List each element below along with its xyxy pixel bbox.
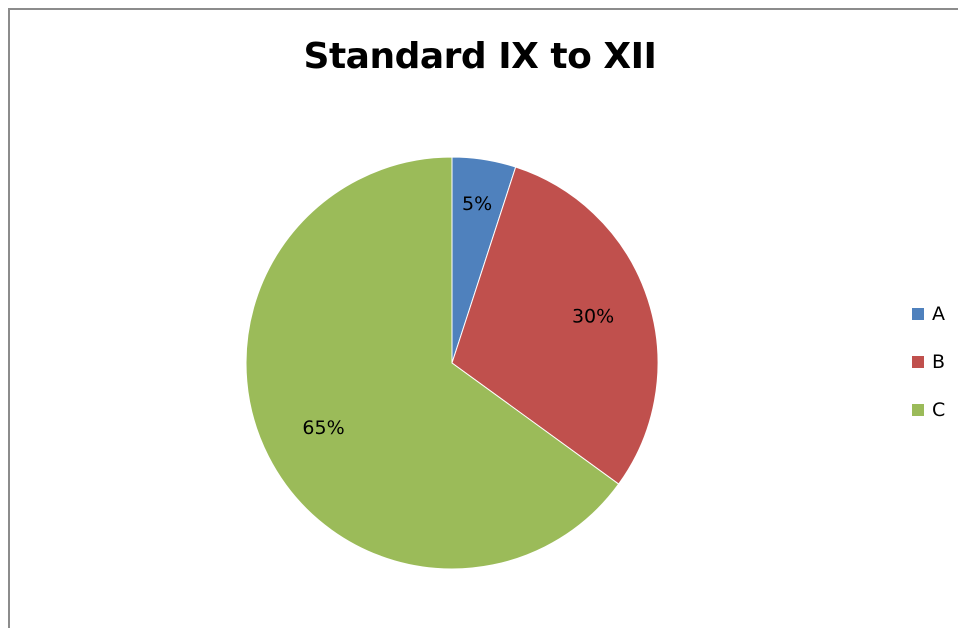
legend-swatch-b xyxy=(912,356,924,368)
data-label-a: 5% xyxy=(462,193,492,215)
legend-label-b: B xyxy=(932,351,945,373)
legend-label-c: C xyxy=(932,399,945,421)
legend: A B C xyxy=(912,302,956,446)
data-label-c: 65% xyxy=(302,417,344,439)
pie-slices xyxy=(246,157,658,569)
legend-swatch-a xyxy=(912,308,924,320)
data-label-b: 30% xyxy=(572,306,614,328)
legend-label-a: A xyxy=(932,303,945,325)
legend-item-b: B xyxy=(912,350,956,374)
legend-item-c: C xyxy=(912,398,956,422)
legend-swatch-c xyxy=(912,404,924,416)
legend-item-a: A xyxy=(912,302,956,326)
